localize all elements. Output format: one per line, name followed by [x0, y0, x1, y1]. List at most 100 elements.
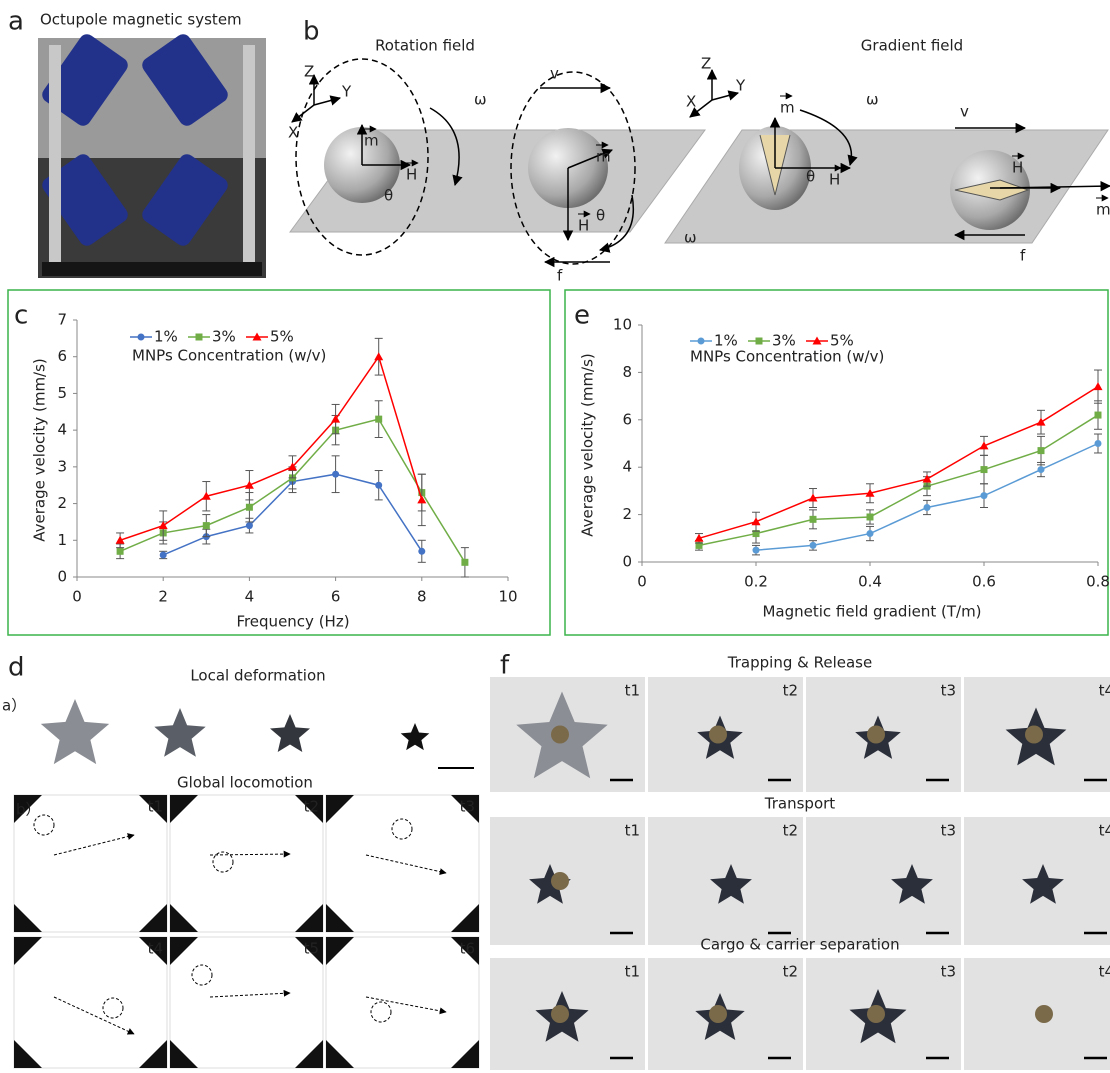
symbol: ω — [684, 229, 697, 247]
legend-label: 5% — [270, 328, 294, 346]
cargo — [709, 1005, 727, 1023]
legend-label: 3% — [772, 332, 796, 350]
frame-label: t2 — [783, 822, 798, 840]
symbol: Y — [735, 77, 746, 95]
x-tick-label: 0.6 — [972, 573, 996, 591]
frame-label: t1 — [148, 798, 163, 816]
marker — [461, 559, 468, 566]
x-tick-label: 8 — [417, 588, 427, 606]
x-tick-label: 0 — [637, 573, 647, 591]
symbol: Z — [304, 63, 314, 81]
symbol: H — [1012, 159, 1023, 177]
symbol: X — [686, 93, 696, 111]
x-tick-label: 0.8 — [1086, 573, 1110, 591]
marker — [924, 504, 931, 511]
frame-label: t1 — [625, 682, 640, 700]
panel-b-drawing — [290, 59, 1110, 264]
section-label: a） — [2, 697, 26, 715]
symbol: X — [288, 124, 298, 142]
legend-title: MNPs Concentration (w/v) — [690, 348, 884, 366]
marker — [1038, 466, 1045, 473]
panel-label: b — [303, 17, 320, 47]
cargo — [867, 726, 885, 744]
symbol: m — [1096, 201, 1110, 219]
marker — [810, 516, 817, 523]
legend-title: MNPs Concentration (w/v) — [132, 347, 326, 365]
legend-marker — [138, 334, 145, 341]
series-line — [120, 357, 422, 541]
y-tick-label: 0 — [622, 553, 632, 571]
y-tick-label: 0 — [57, 568, 67, 586]
symbol: ω — [866, 91, 879, 109]
x-tick-label: 4 — [245, 588, 255, 606]
cargo — [1035, 1005, 1053, 1023]
marker — [375, 416, 382, 423]
section-title: Local deformation — [190, 667, 325, 685]
frame-label: t4 — [1099, 963, 1110, 981]
frame-label: t3 — [460, 798, 475, 816]
marker — [246, 504, 253, 511]
y-tick-label: 2 — [57, 494, 67, 512]
frame-post — [243, 45, 255, 270]
frame-label: t6 — [460, 940, 475, 958]
marker — [203, 522, 210, 529]
frame-label: t2 — [783, 682, 798, 700]
marker — [245, 481, 254, 489]
sample — [270, 714, 310, 752]
y-tick-label: 5 — [57, 384, 67, 402]
symbol: f — [1020, 247, 1026, 265]
figure: aOctupole magnetic systembRotation field… — [0, 0, 1110, 1073]
frame-label: t2 — [783, 963, 798, 981]
marker — [1095, 440, 1102, 447]
frame-label: t1 — [625, 822, 640, 840]
marker — [867, 513, 874, 520]
marker — [923, 475, 932, 483]
marker — [375, 482, 382, 489]
marker — [117, 548, 124, 555]
panel-title: Gradient field — [861, 37, 963, 55]
cargo — [551, 872, 569, 890]
sample — [154, 708, 205, 757]
frame-label: t3 — [941, 682, 956, 700]
symbol: m — [364, 132, 379, 150]
marker — [1038, 447, 1045, 454]
symbol: H — [406, 166, 417, 184]
cargo — [551, 726, 569, 744]
x-tick-label: 6 — [331, 588, 341, 606]
sample — [41, 699, 109, 764]
frame — [170, 795, 323, 932]
y-tick-label: 8 — [622, 363, 632, 381]
y-tick-label: 1 — [57, 531, 67, 549]
frame-label: t5 — [304, 940, 319, 958]
cargo — [867, 1005, 885, 1023]
marker — [332, 471, 339, 478]
frame-label: t4 — [148, 940, 163, 958]
x-axis-label: Frequency (Hz) — [236, 613, 349, 631]
marker — [246, 522, 253, 529]
panel-label: e — [574, 301, 590, 331]
y-axis-label: Average velocity (mm/s) — [31, 358, 49, 542]
legend-marker — [698, 338, 705, 345]
row-title: Cargo & carrier separation — [700, 936, 899, 954]
marker — [753, 547, 760, 554]
x-tick-label: 10 — [498, 588, 517, 606]
symbol: m — [780, 99, 795, 117]
cargo — [1025, 726, 1043, 744]
marker — [981, 492, 988, 499]
base — [42, 262, 262, 276]
frame — [170, 937, 323, 1068]
y-tick-label: 10 — [613, 316, 632, 334]
symbol: H — [578, 217, 589, 235]
section-title: Global locomotion — [177, 774, 313, 792]
marker — [1095, 412, 1102, 419]
symbol: Y — [341, 83, 352, 101]
y-tick-label: 4 — [622, 458, 632, 476]
row-title: Transport — [764, 795, 836, 813]
symbol: ω — [474, 91, 487, 109]
legend-label: 1% — [154, 328, 178, 346]
panel-label: a — [8, 7, 24, 37]
row-title: Trapping & Release — [727, 654, 872, 672]
marker — [867, 530, 874, 537]
x-tick-label: 0.4 — [858, 573, 882, 591]
section-label: b） — [16, 801, 41, 819]
